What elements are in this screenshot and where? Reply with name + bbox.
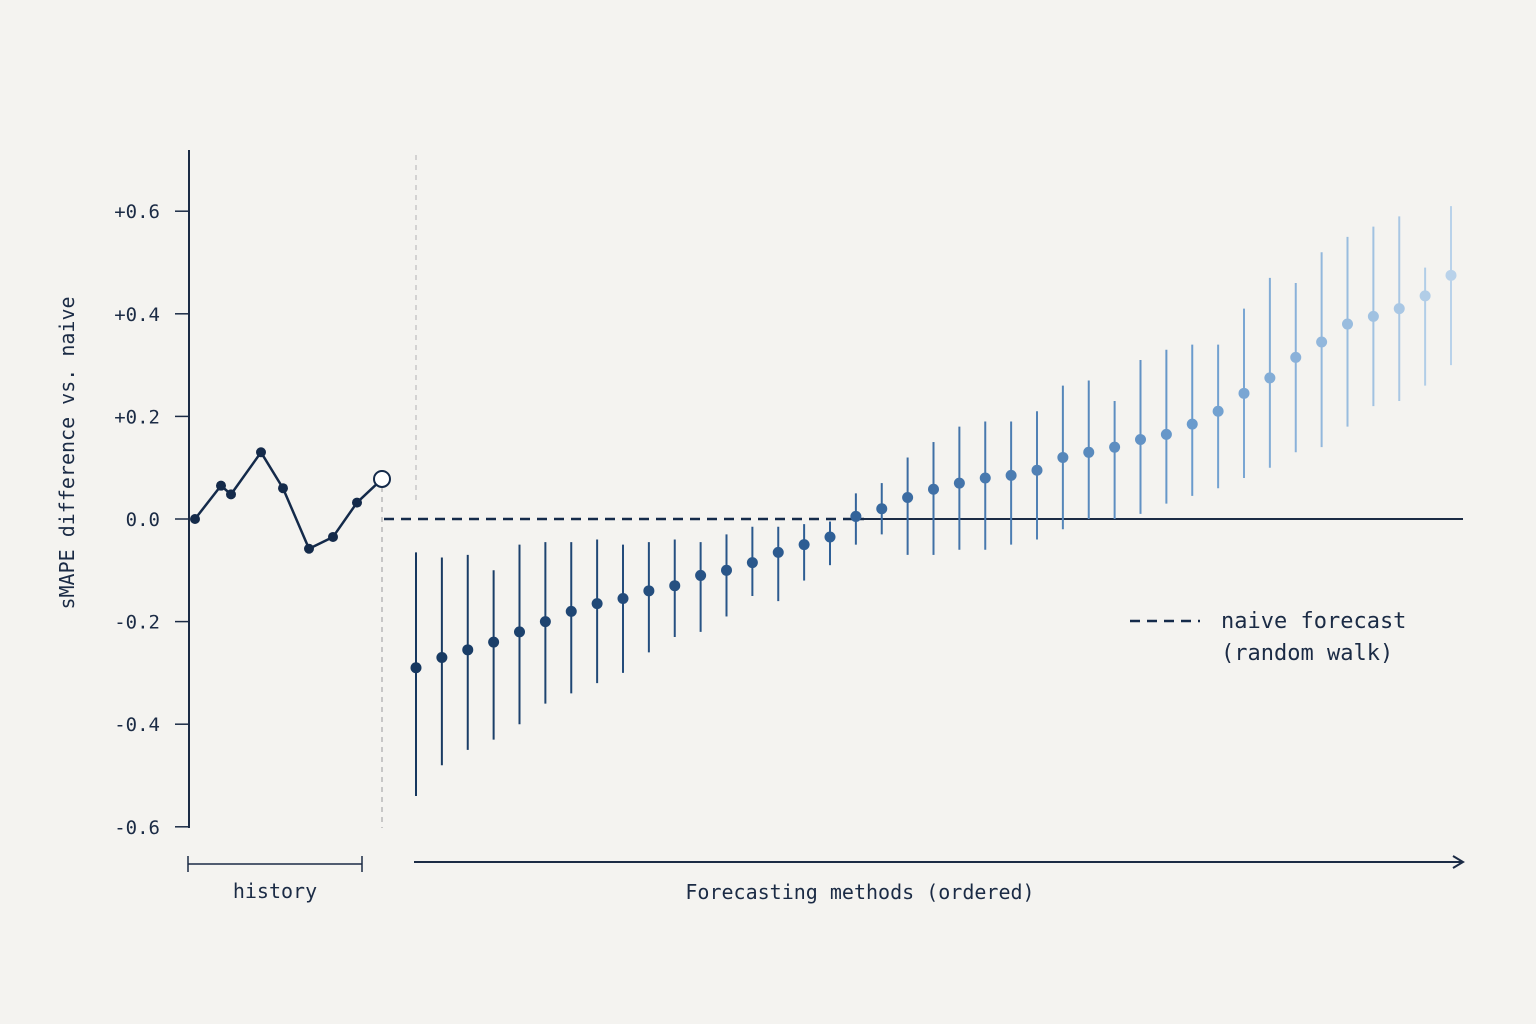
history-bracket xyxy=(187,856,363,872)
method-point xyxy=(1186,418,1198,430)
method-point xyxy=(565,605,577,617)
method-point xyxy=(1083,446,1095,458)
history-point xyxy=(304,543,314,554)
method-point xyxy=(1316,336,1328,348)
method-point xyxy=(902,491,914,503)
method-point xyxy=(772,546,784,558)
y-tick-label: -0.2 xyxy=(114,612,160,634)
method-point xyxy=(1135,433,1146,445)
method-point xyxy=(695,569,707,581)
x-axis-arrow xyxy=(414,855,1465,869)
method-point xyxy=(1005,469,1017,481)
method-point xyxy=(1057,451,1069,463)
method-point xyxy=(514,626,525,638)
legend-label-line-2: (random walk) xyxy=(1221,641,1393,666)
method-point xyxy=(1445,269,1457,281)
method-point xyxy=(539,616,551,628)
y-tick-label: -0.6 xyxy=(114,817,160,839)
history-point xyxy=(328,531,338,542)
x-axis-title: Forecasting methods (ordered) xyxy=(685,880,1034,904)
method-point xyxy=(1367,310,1379,322)
history-point xyxy=(216,480,226,491)
method-point xyxy=(1031,464,1043,476)
method-point xyxy=(746,557,758,569)
y-tick-label: +0.2 xyxy=(114,406,160,428)
method-point xyxy=(617,593,629,605)
method-point xyxy=(876,503,888,515)
method-point xyxy=(488,636,500,648)
method-point xyxy=(953,477,965,489)
method-point xyxy=(669,580,681,592)
method-point xyxy=(1264,372,1276,384)
history-series xyxy=(190,447,391,554)
method-point xyxy=(462,644,474,656)
method-point xyxy=(643,585,655,597)
method-point xyxy=(1393,303,1405,315)
history-point xyxy=(226,489,236,500)
method-point xyxy=(798,539,810,551)
history-last-point xyxy=(373,469,391,488)
history-point xyxy=(256,447,266,458)
legend-label-line-1: naive forecast xyxy=(1221,609,1406,634)
y-tick-label: +0.4 xyxy=(114,304,160,326)
y-tick-label: +0.6 xyxy=(114,201,160,223)
method-point xyxy=(1109,441,1121,453)
method-point xyxy=(410,662,422,674)
method-point xyxy=(1238,387,1250,399)
method-point xyxy=(1290,351,1302,363)
method-point xyxy=(979,472,991,484)
method-point xyxy=(928,483,939,495)
method-point xyxy=(1342,318,1353,330)
method-point xyxy=(436,652,448,664)
method-point xyxy=(591,598,603,610)
y-ticks: +0.6 +0.4 +0.2 0.0 -0.2 -0.4 -0.6 xyxy=(114,201,189,839)
method-point xyxy=(721,564,732,576)
history-point xyxy=(278,483,288,494)
y-tick-label: 0.0 xyxy=(126,509,160,531)
history-point xyxy=(352,497,362,508)
y-tick-label: -0.4 xyxy=(114,714,160,736)
method-point xyxy=(850,510,862,522)
history-label: history xyxy=(233,879,317,903)
history-point xyxy=(190,514,200,524)
method-point xyxy=(1419,290,1431,302)
method-point xyxy=(824,531,836,543)
method-point xyxy=(1212,405,1224,417)
method-point xyxy=(1160,428,1172,440)
methods-series xyxy=(410,206,1457,797)
legend: naive forecast (random walk) xyxy=(1130,609,1406,666)
y-axis-title: sMAPE difference vs. naive xyxy=(55,296,79,609)
